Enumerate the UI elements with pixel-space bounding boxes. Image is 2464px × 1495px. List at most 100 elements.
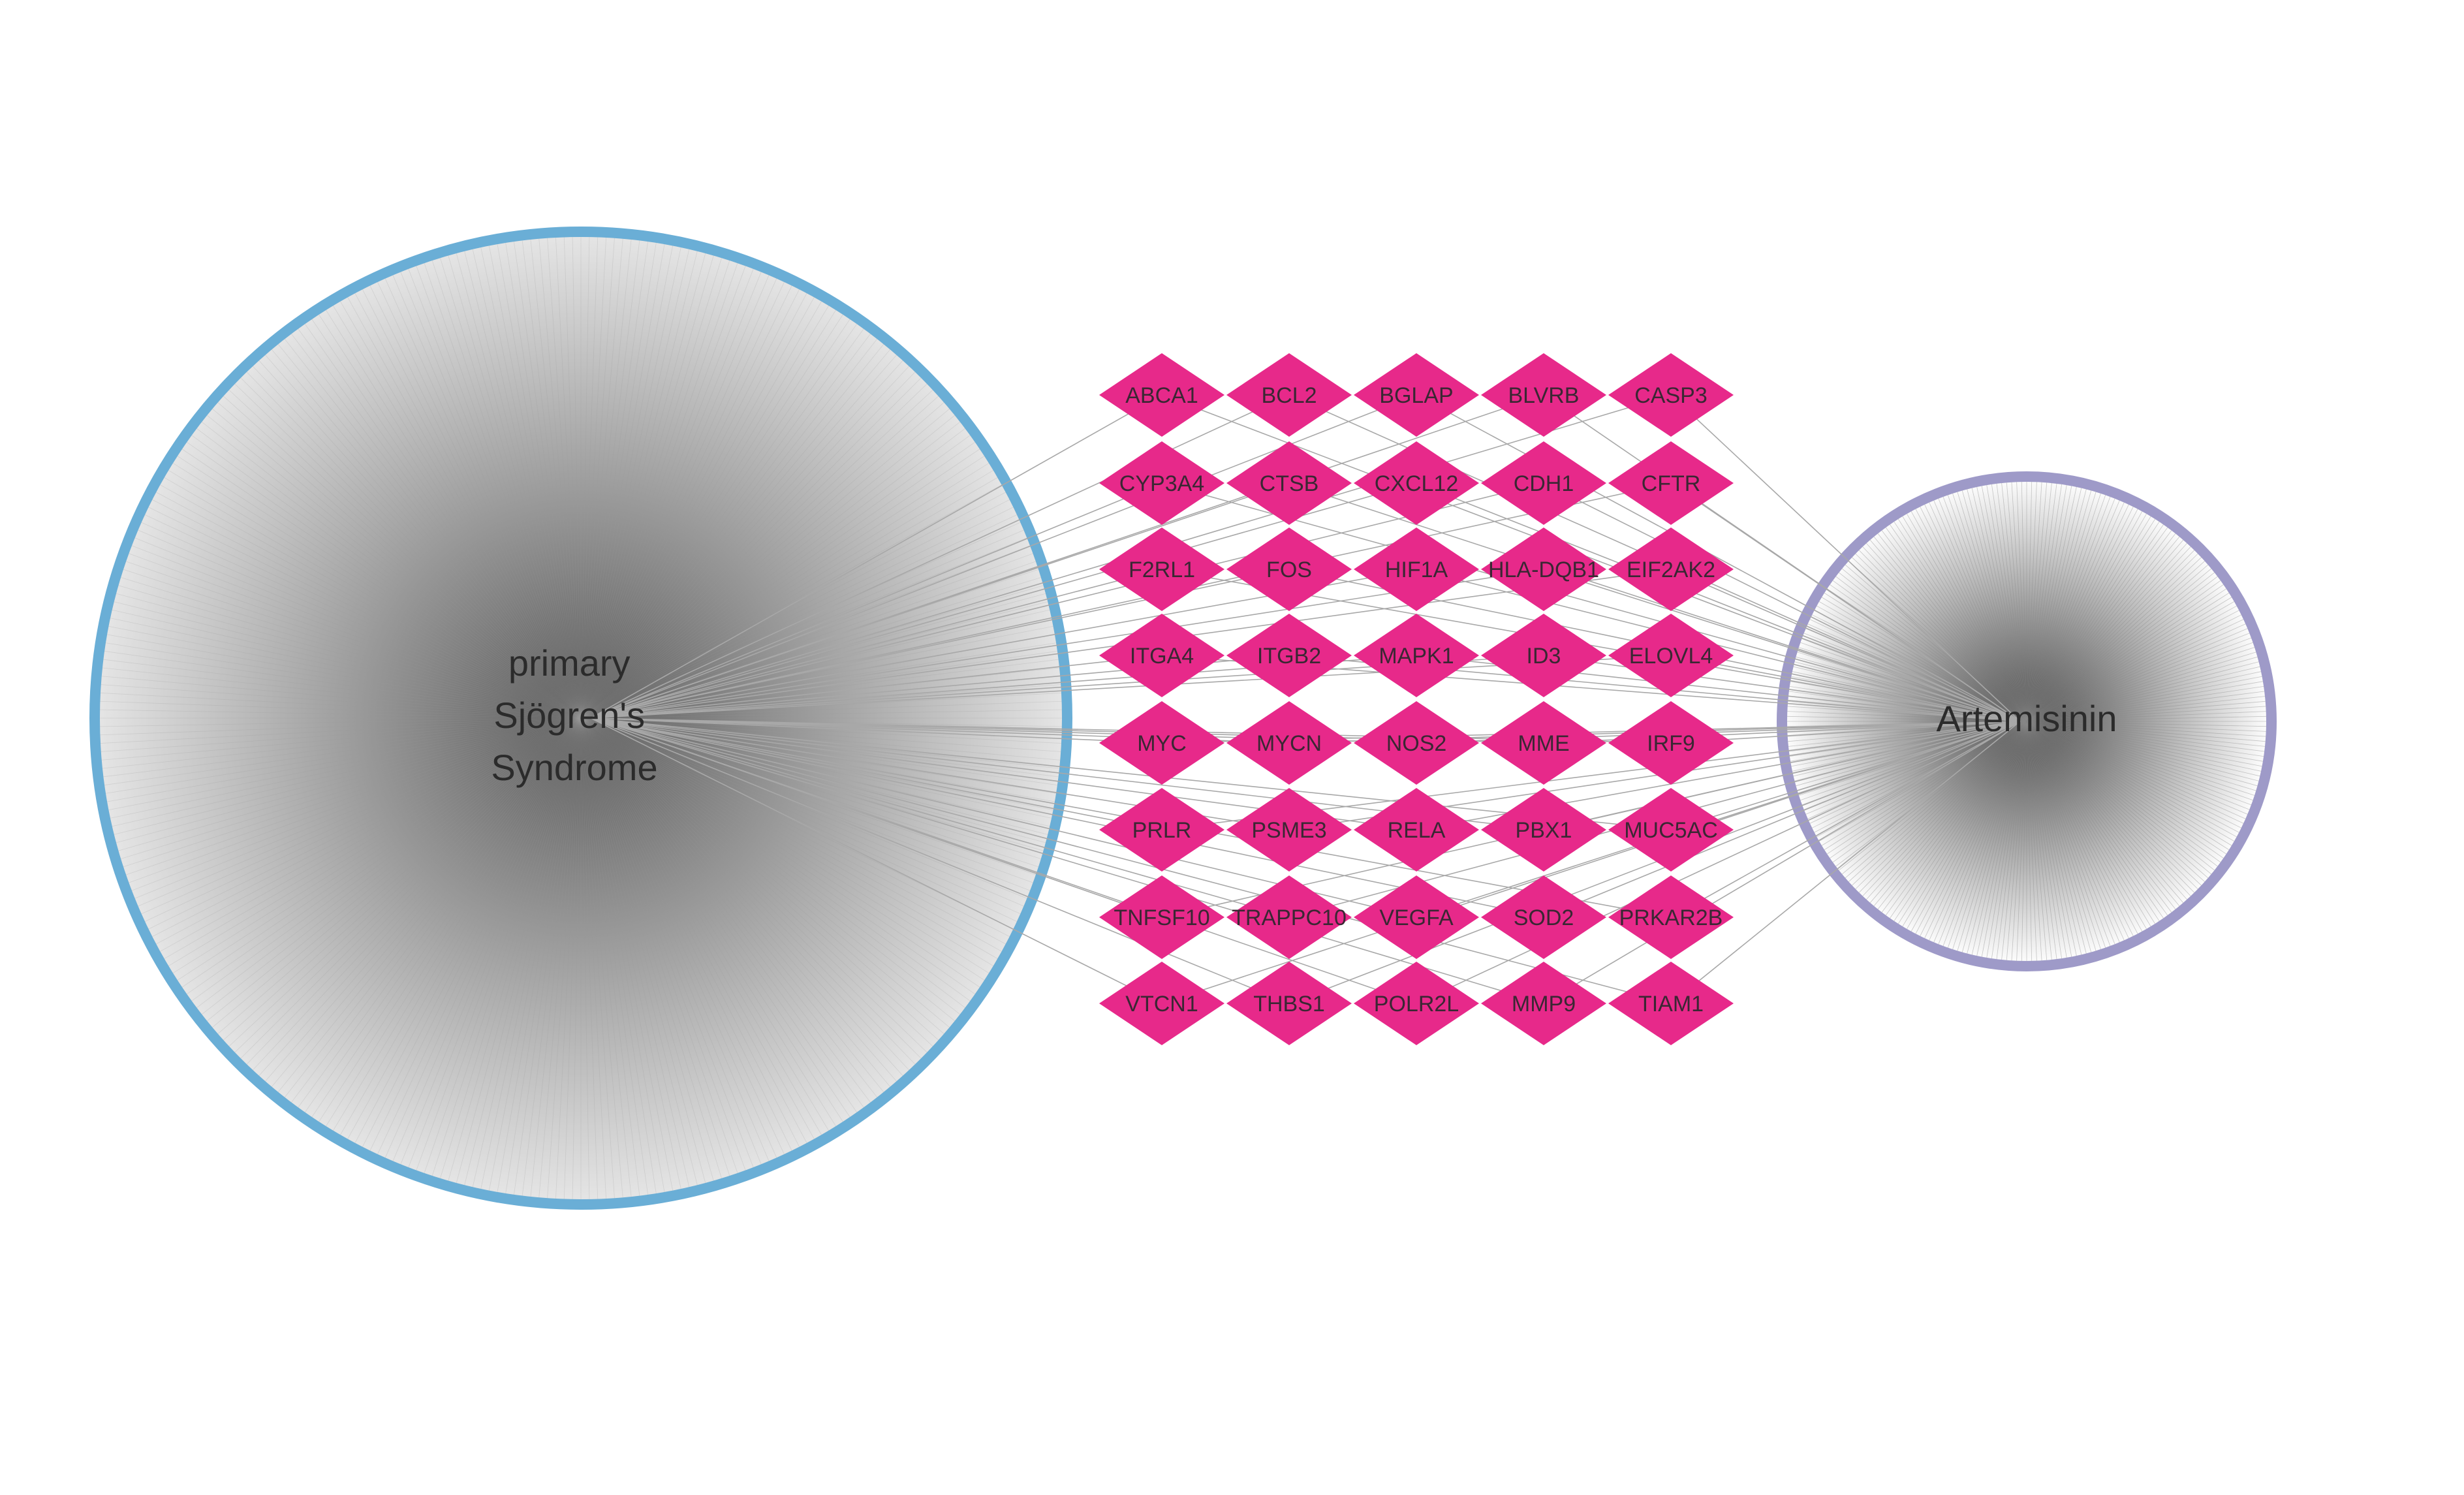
spoke-line [580, 717, 956, 1022]
spoke-line [2026, 721, 2092, 952]
target-diamond [1481, 701, 1606, 785]
spoke-line [580, 717, 858, 1112]
spoke-line [1839, 721, 2027, 871]
spoke-line [156, 717, 582, 945]
spoke-line [580, 237, 606, 719]
spoke-line [580, 492, 1006, 719]
spoke-line [2026, 721, 2048, 960]
spoke-line [2026, 685, 2264, 722]
target-label: ELOVL4 [1629, 644, 1713, 669]
spoke-line [1848, 561, 2027, 722]
spoke-line [2026, 666, 2260, 722]
spoke-line [2026, 721, 2191, 896]
spoke-line [580, 428, 965, 719]
edge-drug-EIF2AK2 [1670, 569, 2021, 722]
spoke-line [1894, 721, 2027, 921]
spoke-line [291, 334, 582, 719]
target-node-blvrb: BLVRB [1481, 353, 1606, 437]
target-diamond [1099, 353, 1224, 437]
spoke-line [2026, 516, 2151, 722]
target-diamond [1226, 614, 1352, 697]
spoke-line [580, 717, 922, 1059]
spoke-line [1812, 614, 2027, 722]
spoke-line [580, 717, 1033, 883]
spoke-line [134, 537, 582, 719]
spoke-line [580, 717, 606, 1199]
spoke-line [580, 260, 730, 719]
target-diamond [1099, 962, 1224, 1045]
spoke-line [2026, 721, 2266, 737]
spoke-line [1933, 500, 2027, 722]
spoke-line [1996, 483, 2027, 722]
spoke-line [580, 383, 928, 719]
spoke-line [514, 242, 582, 719]
spoke-line [1971, 721, 2027, 955]
target-label: IRF9 [1647, 731, 1695, 756]
edge-disease-ELOVL4 [590, 655, 1672, 719]
spoke-line [228, 717, 582, 1046]
target-node-cyp3a4: CYP3A4 [1099, 441, 1224, 525]
edge-disease-CTSB [590, 482, 1290, 719]
spoke-line [102, 667, 582, 719]
target-diamond [1099, 527, 1224, 611]
spoke-line [2026, 721, 2262, 767]
spoke-line [2026, 721, 2237, 838]
spoke-line [2026, 580, 2221, 722]
edge-disease-CDH1 [590, 482, 1544, 719]
spoke-line [2026, 485, 2067, 722]
target-diamond [1226, 788, 1352, 872]
spoke-line [2026, 716, 2266, 722]
target-node-psme3: PSME3 [1226, 788, 1352, 872]
spoke-line [2026, 553, 2198, 722]
spoke-line [580, 717, 998, 959]
spoke-line [2026, 671, 2262, 722]
spoke-line [472, 717, 582, 1188]
target-label: CASP3 [1634, 383, 1708, 408]
spoke-line [1881, 721, 2027, 913]
target-label: POLR2L [1374, 992, 1459, 1016]
spoke-line [1791, 676, 2027, 722]
spoke-line [1877, 721, 2027, 909]
drug-node-circle [1777, 471, 2277, 971]
target-label: HIF1A [1385, 558, 1448, 582]
target-label: ITGB2 [1257, 644, 1321, 669]
spoke-line [2026, 543, 2187, 722]
spoke-line [1881, 530, 2027, 722]
spoke-line [2026, 721, 2260, 777]
spoke-line [1821, 597, 2027, 722]
spoke-line [1952, 493, 2027, 722]
spoke-line [246, 717, 582, 1065]
spoke-line [2026, 721, 2252, 806]
spoke-line [555, 717, 582, 1199]
target-diamond [1608, 441, 1734, 525]
spoke-line [2026, 484, 2063, 722]
spoke-line [2026, 706, 2266, 722]
spoke-line [2026, 721, 2255, 796]
spoke-line [2026, 721, 2198, 890]
target-label: MMP9 [1512, 992, 1576, 1016]
target-diamond [1354, 614, 1479, 697]
spoke-line [258, 717, 582, 1076]
spoke-line [2026, 721, 2265, 752]
target-node-elovl4: ELOVL4 [1608, 614, 1734, 697]
target-node-bcl2: BCL2 [1226, 353, 1352, 437]
spoke-line [580, 272, 762, 719]
spoke-line [311, 717, 582, 1118]
spoke-line [1910, 721, 2027, 932]
target-label: THBS1 [1253, 992, 1325, 1016]
spoke-line [580, 253, 706, 719]
spoke-line [101, 684, 582, 719]
spoke-line [580, 717, 897, 1082]
spoke-line [319, 314, 582, 719]
spoke-line [580, 717, 698, 1186]
target-diamond [1354, 353, 1479, 437]
spoke-line [2026, 721, 2259, 781]
spoke-line [580, 717, 843, 1122]
spoke-line [377, 281, 582, 719]
spoke-line [2026, 721, 2120, 943]
spoke-line [580, 717, 777, 1158]
edge-drug-HLA-DQB1 [1543, 569, 2021, 722]
spoke-line [148, 717, 582, 930]
spoke-line [104, 717, 582, 785]
spoke-line [2026, 721, 2115, 945]
